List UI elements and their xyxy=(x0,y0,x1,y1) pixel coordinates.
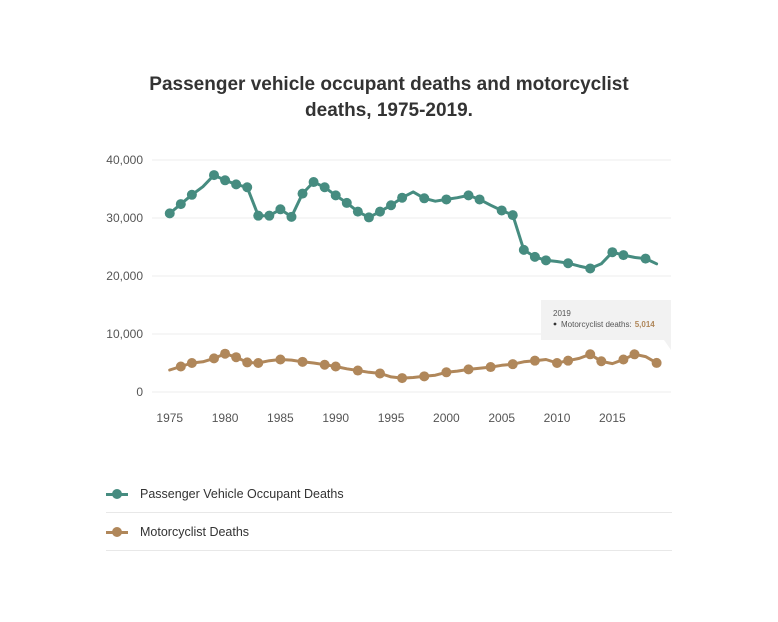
data-point-passenger-vehicle-1984 xyxy=(264,210,275,221)
data-point-motorcyclist-2011 xyxy=(563,355,574,366)
data-point-motorcyclist-2006 xyxy=(507,359,518,370)
data-point-motorcyclist-2010 xyxy=(552,358,563,368)
data-point-motorcyclist-2013 xyxy=(585,349,596,360)
data-point-passenger-vehicle-1975 xyxy=(164,208,175,219)
data-point-motorcyclist-2002 xyxy=(463,364,474,375)
x-axis: 1975 1980 1985 1990 1995 2000 2005 2010 2015 xyxy=(156,411,626,425)
data-point-passenger-vehicle-1981 xyxy=(231,179,242,190)
data-point-motorcyclist-1983 xyxy=(253,358,264,368)
data-point-passenger-vehicle-1989 xyxy=(319,182,330,193)
data-point-passenger-vehicle-2006 xyxy=(507,210,518,221)
tooltip-bullet xyxy=(553,322,557,326)
data-point-passenger-vehicle-1977 xyxy=(186,189,197,200)
legend-marker xyxy=(112,488,122,499)
legend-item-passenger-vehicle[interactable]: Passenger Vehicle Occupant Deaths xyxy=(106,475,672,513)
y-tick-label-20000: 20,000 xyxy=(106,269,143,283)
x-tick-label-1990: 1990 xyxy=(322,411,349,425)
y-tick-label-30000: 30,000 xyxy=(106,211,143,225)
data-point-motorcyclist-1996 xyxy=(397,373,408,384)
data-point-motorcyclist-2016 xyxy=(618,354,629,365)
data-point-passenger-vehicle-2016 xyxy=(618,250,629,261)
chart-title: Passenger vehicle occupant deaths and mo… xyxy=(149,74,629,121)
x-tick-label-2000: 2000 xyxy=(433,411,460,425)
legend-item-motorcyclist[interactable]: Motorcyclist Deaths xyxy=(106,513,672,551)
data-point-passenger-vehicle-1987 xyxy=(297,188,308,199)
data-point-motorcyclist-1977 xyxy=(186,358,197,368)
series-line-passenger-vehicle xyxy=(168,173,659,270)
data-point-motorcyclist-1987 xyxy=(297,356,308,367)
data-point-motorcyclist-2008 xyxy=(529,355,540,366)
tooltip-label: Motorcyclist deaths: 5,014 xyxy=(561,320,655,329)
data-point-passenger-vehicle-2009 xyxy=(540,255,551,266)
data-point-passenger-vehicle-1991 xyxy=(341,197,352,208)
y-tick-label-10000: 10,000 xyxy=(106,327,143,341)
data-point-passenger-vehicle-1995 xyxy=(386,200,397,211)
x-tick-label-2005: 2005 xyxy=(488,411,515,425)
x-tick-label-1980: 1980 xyxy=(212,411,239,425)
y-axis: 0 10,000 20,000 30,000 40,000 xyxy=(106,153,143,399)
data-point-motorcyclist-2014 xyxy=(596,356,607,367)
y-tick-label-40000: 40,000 xyxy=(106,153,143,167)
data-point-passenger-vehicle-1985 xyxy=(275,204,286,215)
tooltip-label-text: Motorcyclist deaths: xyxy=(561,320,632,329)
data-point-motorcyclist-1990 xyxy=(330,361,341,372)
data-point-motorcyclist-1985 xyxy=(275,354,286,365)
data-point-passenger-vehicle-1986 xyxy=(286,211,297,222)
data-point-motorcyclist-1998 xyxy=(419,371,430,382)
x-tick-label-1995: 1995 xyxy=(378,411,405,425)
data-point-passenger-vehicle-1992 xyxy=(352,206,363,217)
data-point-passenger-vehicle-1979 xyxy=(209,170,220,181)
legend-label: Passenger Vehicle Occupant Deaths xyxy=(140,486,344,501)
data-point-motorcyclist-1994 xyxy=(374,368,385,379)
tooltip-year: 2019 xyxy=(553,309,571,318)
series-layer xyxy=(164,170,662,384)
x-tick-label-1975: 1975 xyxy=(156,411,183,425)
tooltip-value: 5,014 xyxy=(635,320,656,329)
data-point-passenger-vehicle-1998 xyxy=(419,193,430,204)
data-point-motorcyclist-1992 xyxy=(352,365,363,376)
data-point-motorcyclist-1976 xyxy=(175,361,186,372)
data-point-passenger-vehicle-1994 xyxy=(374,206,385,217)
series-line-motorcyclist xyxy=(168,352,659,380)
x-tick-label-2015: 2015 xyxy=(599,411,626,425)
data-point-passenger-vehicle-2002 xyxy=(463,190,474,201)
data-point-motorcyclist-1981 xyxy=(231,352,242,363)
data-point-passenger-vehicle-1980 xyxy=(220,175,231,186)
legend-label: Motorcyclist Deaths xyxy=(140,524,250,539)
tooltip: 2019 Motorcyclist deaths: 5,014 xyxy=(541,300,671,350)
legend: Passenger Vehicle Occupant Deaths Motorc… xyxy=(106,475,672,551)
data-point-motorcyclist-1980 xyxy=(220,348,231,359)
data-point-motorcyclist-2019 xyxy=(651,357,662,368)
x-tick-label-1985: 1985 xyxy=(267,411,294,425)
data-point-passenger-vehicle-1983 xyxy=(253,210,264,221)
data-point-passenger-vehicle-2015 xyxy=(607,247,618,258)
data-point-passenger-vehicle-2018 xyxy=(640,253,651,264)
data-point-passenger-vehicle-2007 xyxy=(518,244,529,255)
data-point-passenger-vehicle-1982 xyxy=(242,182,253,193)
data-point-passenger-vehicle-2000 xyxy=(441,194,452,205)
legend-swatch-passenger-vehicle xyxy=(106,488,128,500)
data-point-passenger-vehicle-2011 xyxy=(563,258,574,269)
legend-marker xyxy=(112,526,122,537)
data-point-motorcyclist-1979 xyxy=(209,353,220,364)
legend-swatch-motorcyclist xyxy=(106,526,128,538)
data-point-motorcyclist-2000 xyxy=(441,367,452,378)
data-point-motorcyclist-1989 xyxy=(319,359,330,370)
data-point-passenger-vehicle-2008 xyxy=(529,251,540,262)
x-tick-label-2010: 2010 xyxy=(544,411,571,425)
tooltip-background xyxy=(541,300,671,350)
data-point-passenger-vehicle-2005 xyxy=(496,205,507,216)
data-point-motorcyclist-2017 xyxy=(629,349,640,360)
y-tick-label-0: 0 xyxy=(136,385,143,399)
data-point-passenger-vehicle-2013 xyxy=(585,263,596,274)
data-point-passenger-vehicle-2003 xyxy=(474,194,485,205)
data-point-passenger-vehicle-1993 xyxy=(363,212,374,223)
data-point-passenger-vehicle-1988 xyxy=(308,177,319,188)
data-point-passenger-vehicle-1976 xyxy=(175,199,186,210)
data-point-passenger-vehicle-1990 xyxy=(330,190,341,201)
data-point-passenger-vehicle-1996 xyxy=(397,192,408,203)
data-point-motorcyclist-2004 xyxy=(485,362,496,373)
data-point-motorcyclist-1982 xyxy=(242,357,253,368)
